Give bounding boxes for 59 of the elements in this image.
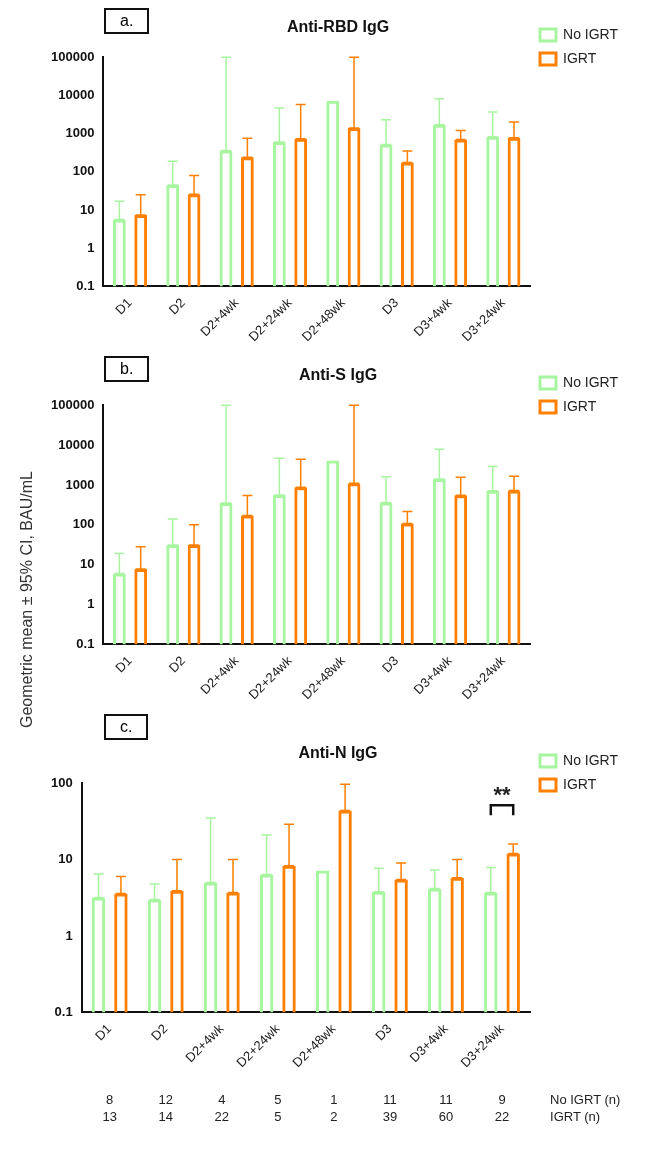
y-tick-label: 0.1: [76, 635, 95, 651]
text: 22: [494, 1109, 510, 1125]
y-axis-title: Geometric mean ± 95% CI, BAU/mL: [18, 471, 36, 728]
y-tick-label: 100: [72, 516, 95, 532]
legend-label: IGRT: [563, 397, 597, 414]
y-tick-label: 10000: [58, 436, 95, 452]
y-tick-label: 1: [87, 596, 95, 612]
text: 8: [106, 1092, 114, 1108]
text: 22: [214, 1109, 230, 1125]
y-tick-label: 10: [79, 556, 95, 572]
text: 4: [218, 1092, 226, 1108]
x-tick-label: D3: [378, 294, 402, 318]
chart-title: Anti-RBD IgG: [286, 18, 390, 36]
text: 39: [382, 1109, 398, 1125]
y-tick-label: 1: [65, 927, 73, 943]
text: 2: [330, 1109, 338, 1125]
y-tick-label: 1000: [65, 476, 95, 492]
text: b.: [104, 356, 150, 382]
y-tick-label: 1000: [65, 125, 95, 141]
text: 11: [439, 1092, 453, 1108]
text: 9: [498, 1092, 506, 1108]
text: 13: [102, 1109, 117, 1125]
text: 5: [274, 1092, 282, 1108]
y-tick-label: 1: [87, 239, 95, 255]
text: 1: [330, 1092, 338, 1108]
x-tick-label: D1: [92, 1020, 115, 1044]
y-tick-label: 100: [50, 774, 73, 790]
chart-title: Anti-N IgG: [298, 744, 378, 762]
x-tick-label: D3: [378, 652, 402, 676]
y-tick-label: 100000: [50, 396, 95, 412]
y-tick-label: 10: [58, 851, 73, 867]
chart-title: Anti-S IgG: [298, 366, 378, 384]
text: 60: [438, 1109, 454, 1125]
y-tick-label: 10: [79, 201, 95, 217]
text: 5: [274, 1109, 282, 1125]
text: a.: [104, 8, 150, 34]
annotation: **: [493, 782, 511, 808]
text: 12: [158, 1092, 173, 1108]
legend-label: No IGRT: [563, 373, 619, 390]
y-tick-label: 0.1: [76, 277, 95, 293]
legend-label: No IGRT: [563, 25, 619, 42]
y-tick-label: 100000: [50, 48, 95, 64]
x-tick-label: D3: [372, 1020, 395, 1044]
y-tick-label: 100: [72, 163, 95, 179]
y-tick-label: 0.1: [54, 1003, 73, 1019]
x-tick-label: D1: [112, 294, 135, 318]
legend-label: No IGRT: [563, 751, 619, 768]
x-tick-label: D2: [165, 294, 189, 318]
text: 14: [158, 1109, 173, 1125]
x-tick-label: D2: [148, 1020, 171, 1044]
text: No IGRT (n): [550, 1092, 621, 1108]
text: c.: [104, 714, 149, 740]
x-tick-label: D2: [165, 652, 189, 676]
legend-label: IGRT: [563, 49, 597, 66]
text: IGRT (n): [550, 1109, 601, 1125]
x-tick-label: D1: [112, 652, 135, 676]
legend-label: IGRT: [563, 775, 597, 792]
text: 11: [383, 1092, 397, 1108]
y-tick-label: 10000: [58, 86, 95, 102]
